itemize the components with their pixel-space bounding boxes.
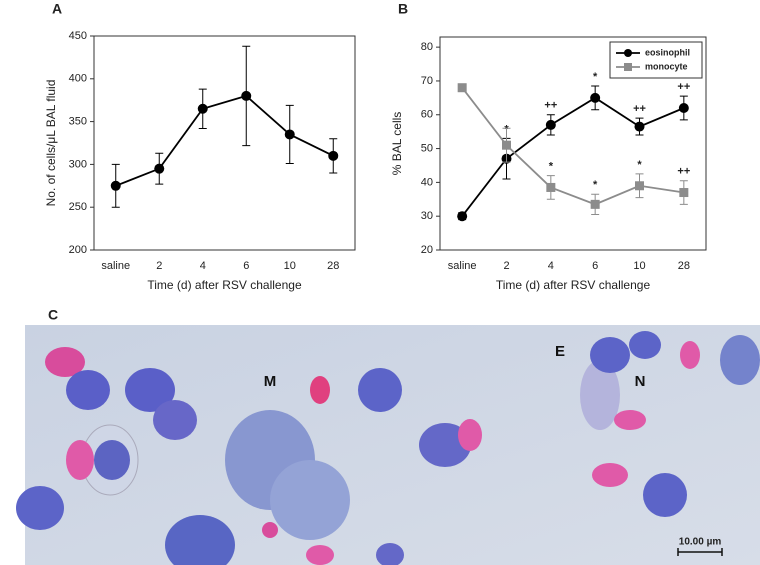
micrograph — [25, 325, 760, 565]
y-tick-label: 350 — [69, 116, 87, 128]
marker — [546, 182, 556, 192]
y-tick-label: 50 — [421, 142, 433, 154]
x-tick-label: 4 — [548, 260, 554, 272]
legend-marker — [624, 49, 632, 57]
panel-label: B — [398, 1, 408, 17]
marker — [457, 83, 467, 93]
x-tick-label: 10 — [284, 260, 296, 272]
significance-mark: ++ — [677, 81, 690, 93]
legend-label: eosinophil — [645, 47, 690, 57]
series-line — [115, 94, 334, 187]
marker — [678, 103, 689, 113]
series-line — [461, 87, 684, 206]
marker — [545, 119, 556, 130]
x-tick-label: 6 — [243, 260, 249, 272]
panel-label: C — [48, 310, 58, 323]
marker — [197, 103, 208, 114]
marker — [154, 163, 165, 174]
marker — [457, 211, 468, 222]
x-axis-label: Time (d) after RSV challenge — [147, 278, 302, 292]
scale-bar — [677, 548, 723, 556]
cells — [16, 331, 760, 565]
plot-frame — [439, 36, 707, 251]
panel-label: A — [52, 1, 62, 17]
marker — [634, 121, 645, 132]
y-tick-label: 400 — [69, 73, 87, 85]
x-tick-label: 28 — [678, 260, 690, 272]
series-line — [461, 96, 685, 217]
x-axis-label: Time (d) after RSV challenge — [496, 278, 651, 292]
x-tick-label: saline — [448, 260, 477, 272]
marker — [110, 180, 121, 191]
x-tick-label: 6 — [592, 260, 598, 272]
x-tick-label: 2 — [503, 260, 509, 272]
marker — [328, 150, 339, 161]
y-tick-label: 300 — [69, 158, 87, 170]
y-tick-label: 40 — [421, 176, 433, 188]
legend-label: monocyte — [645, 61, 688, 71]
y-tick-label: 60 — [421, 109, 433, 121]
y-axis-label: % BAL cells — [390, 112, 404, 176]
scale-bar-label: 10.00 µm — [679, 537, 722, 548]
y-tick-label: 70 — [421, 75, 433, 87]
significance-mark: ++ — [544, 100, 557, 112]
marker — [679, 188, 689, 198]
marker — [502, 140, 511, 150]
y-axis-label: No. of cells/μL BAL fluid — [44, 80, 58, 207]
cell-label: N — [635, 373, 646, 390]
marker — [241, 90, 252, 101]
y-tick-label: 30 — [421, 210, 433, 222]
significance-mark: ++ — [633, 103, 646, 115]
significance-mark: * — [549, 161, 554, 173]
x-tick-label: 28 — [327, 260, 339, 272]
x-tick-label: 4 — [200, 260, 206, 272]
y-tick-label: 80 — [421, 41, 433, 53]
legend-marker — [624, 63, 632, 71]
plot-frame — [93, 35, 356, 251]
significance-mark: * — [593, 71, 598, 83]
legend-box — [609, 41, 703, 79]
micrograph-panel: C M E N 10.00 µm — [16, 310, 760, 565]
x-tick-label: 10 — [633, 260, 645, 272]
cell-label: M — [264, 373, 277, 390]
y-tick-label: 250 — [69, 201, 87, 213]
marker — [284, 129, 295, 140]
x-tick-label: saline — [101, 260, 130, 272]
significance-mark: * — [593, 179, 598, 191]
significance-mark: ++ — [677, 166, 690, 178]
x-tick-label: 2 — [156, 260, 162, 272]
marker — [590, 199, 600, 209]
marker — [635, 181, 644, 191]
significance-mark: * — [637, 159, 642, 171]
y-tick-label: 450 — [69, 30, 87, 42]
cell-label: E — [555, 343, 565, 360]
y-tick-label: 200 — [69, 244, 87, 256]
marker — [590, 92, 601, 103]
y-tick-label: 20 — [421, 244, 433, 256]
